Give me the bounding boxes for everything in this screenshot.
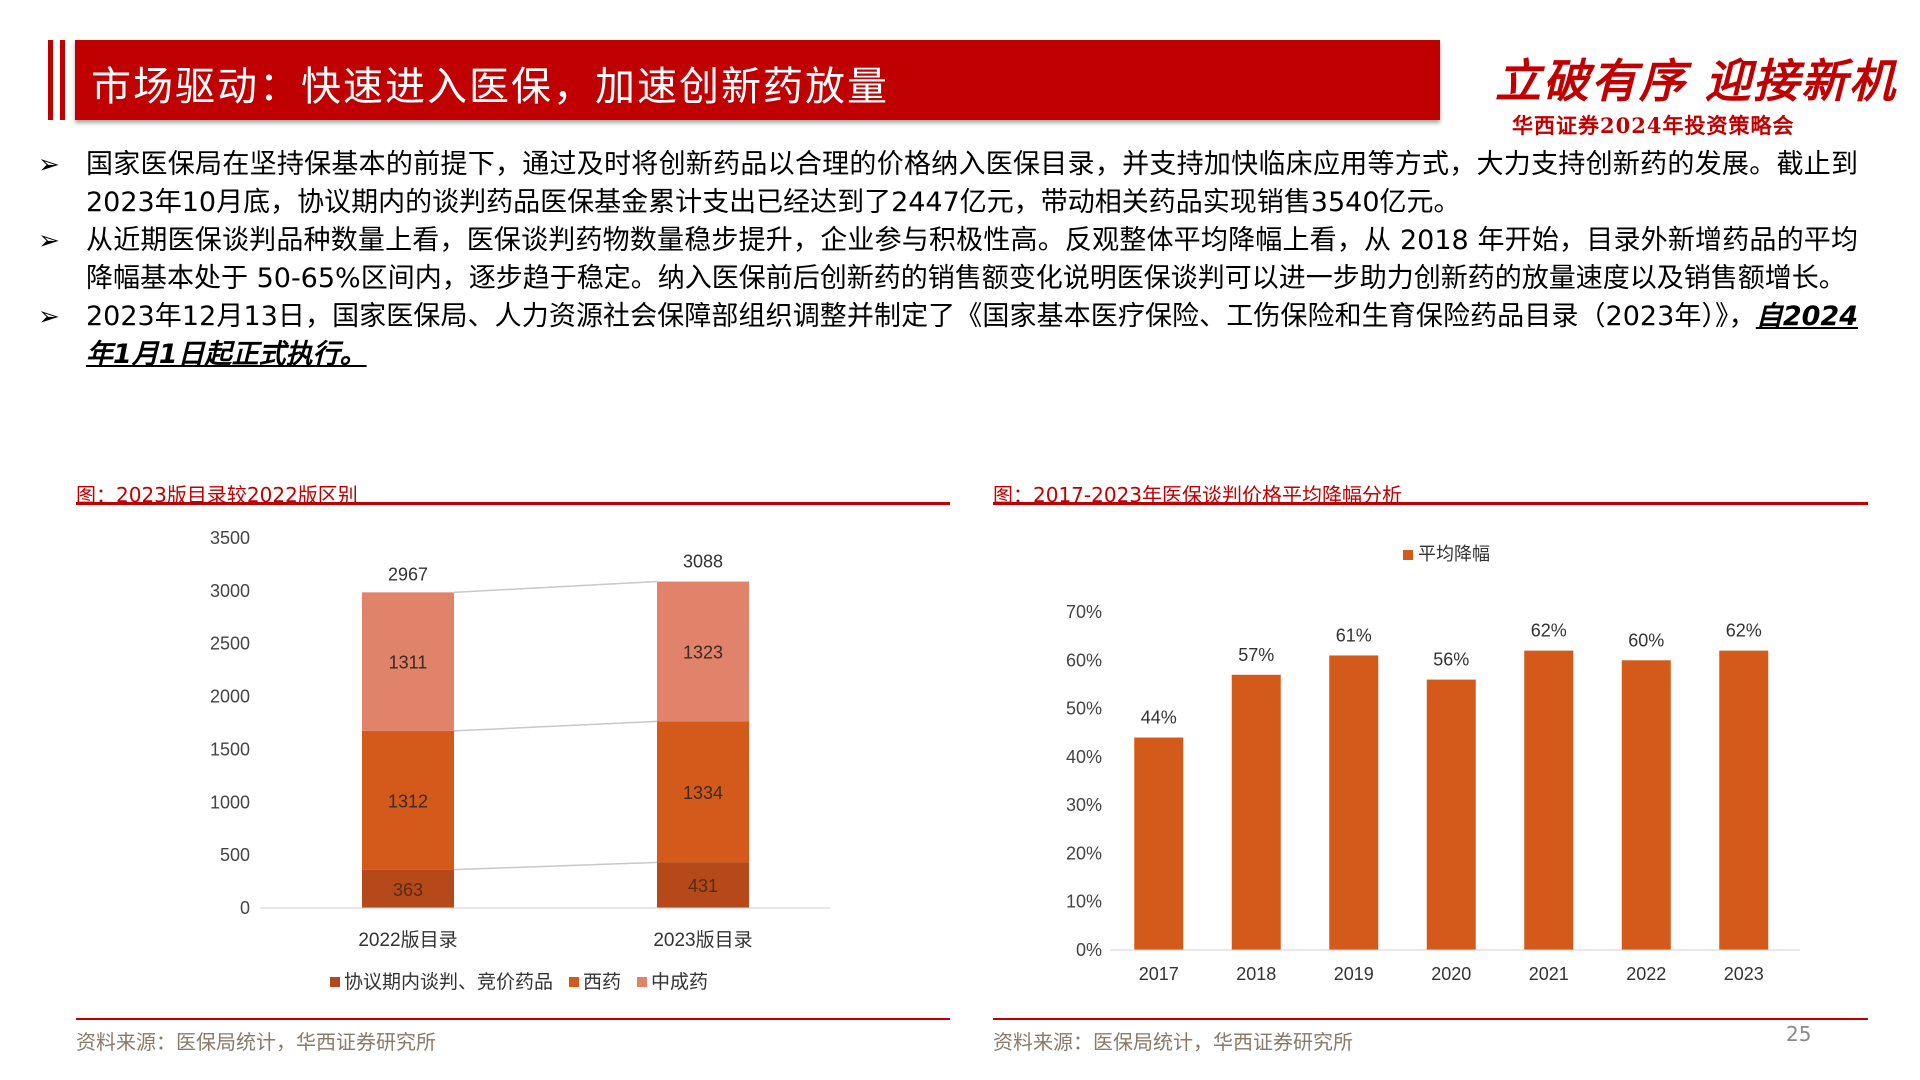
- y-tick-label: 1000: [210, 792, 250, 812]
- segment-data-label: 1334: [683, 783, 723, 803]
- y-tick-label: 0: [240, 898, 250, 918]
- x-tick-label: 2022版目录: [358, 929, 457, 951]
- bar-data-label: 62%: [1726, 621, 1762, 641]
- legend-entry: 协议期内谈判、竞价药品: [344, 971, 553, 993]
- arrow-bullet-icon: ➢: [38, 150, 60, 180]
- x-tick-label: 2022: [1626, 964, 1666, 984]
- event-logo-subtitle: 华西证券2024年投资策略会: [1512, 113, 1795, 138]
- legend-entry: 平均降幅: [1418, 544, 1490, 564]
- x-tick-label: 2023版目录: [653, 929, 752, 951]
- bar-data-label: 62%: [1531, 621, 1567, 641]
- stacked-bar-segment: [362, 730, 454, 870]
- stacked-bar-segment: [657, 862, 749, 908]
- bar-data-label: 44%: [1141, 708, 1177, 728]
- total-data-label: 2967: [388, 564, 428, 584]
- arrow-bullet-icon: ➢: [38, 302, 60, 332]
- y-tick-label: 70%: [1066, 602, 1102, 622]
- left-caption-rule: [76, 502, 950, 505]
- bullet-emphasis: 自2024年1月1日起正式执行。: [86, 301, 1858, 370]
- bar-data-label: 61%: [1336, 625, 1372, 645]
- bullet-text: 2023年12月13日，国家医保局、人力资源社会保障部组织调整并制定了《国家基本…: [86, 301, 1756, 332]
- bar: [1134, 737, 1184, 950]
- x-tick-label: 2020: [1431, 964, 1471, 984]
- y-tick-label: 30%: [1066, 795, 1102, 815]
- legend-swatch: [569, 977, 579, 987]
- y-tick-label: 3000: [210, 581, 250, 601]
- segment-data-label: 1311: [389, 653, 428, 673]
- page-title: 市场驱动：快速进入医保，加速创新药放量: [91, 64, 889, 110]
- page-number: 25: [1786, 1022, 1812, 1046]
- left-source-rule: [76, 1018, 950, 1020]
- bar: [1426, 679, 1476, 950]
- segment-data-label: 1323: [683, 642, 723, 662]
- stacked-bar-segment: [657, 581, 749, 722]
- legend-swatch: [637, 977, 647, 987]
- header-accent-stripe: [60, 40, 65, 120]
- header-accent-stripe: [48, 40, 53, 120]
- segment-data-label: 431: [688, 876, 718, 896]
- legend-entry: 中成药: [651, 971, 708, 993]
- event-logo-slogan: 立破有序 迎接新机: [1495, 54, 1898, 108]
- bar-chart: 0% 10% 20% 30% 40% 50% 60% 70% 44% 2017 57% 2018 61%…: [1066, 544, 1800, 984]
- bar: [1524, 650, 1574, 950]
- right-source-rule: [993, 1018, 1868, 1020]
- y-tick-label: 500: [220, 845, 250, 865]
- legend-entry: 西药: [583, 971, 621, 993]
- arrow-bullet-icon: ➢: [38, 226, 60, 256]
- bar: [1719, 650, 1769, 950]
- bullet-text: 从近期医保谈判品种数量上看，医保谈判药物数量稳步提升，企业参与积极性高。反观整体…: [86, 225, 1858, 294]
- legend-swatch: [1403, 550, 1413, 560]
- left-source-note: 资料来源：医保局统计，华西证券研究所: [76, 1030, 436, 1054]
- y-tick-label: 3500: [210, 528, 250, 548]
- x-tick-label: 2021: [1529, 964, 1569, 984]
- right-caption-rule: [993, 502, 1868, 505]
- y-tick-label: 40%: [1066, 747, 1102, 767]
- bar: [1621, 660, 1671, 950]
- x-tick-label: 2018: [1236, 964, 1276, 984]
- bar-data-label: 56%: [1433, 650, 1469, 670]
- legend-swatch: [330, 977, 340, 987]
- title-banner: 市场驱动：快速进入医保，加速创新药放量: [75, 40, 1440, 120]
- y-tick-label: 50%: [1066, 699, 1102, 719]
- x-tick-label: 2023: [1724, 964, 1764, 984]
- y-tick-label: 10%: [1066, 892, 1102, 912]
- stacked-bar-chart: 0 500 1000 1500 2000 2500 3000 3500 363 1312 1311 2…: [210, 528, 830, 993]
- y-tick-label: 60%: [1066, 650, 1102, 670]
- bullet-text: 国家医保局在坚持保基本的前提下，通过及时将创新药品以合理的价格纳入医保目录，并支…: [86, 149, 1858, 218]
- x-tick-label: 2019: [1334, 964, 1374, 984]
- y-tick-label: 20%: [1066, 843, 1102, 863]
- series-connector-line: [453, 720, 658, 732]
- bar-data-label: 60%: [1628, 630, 1664, 650]
- bullet-item: ➢ 2023年12月13日，国家医保局、人力资源社会保障部组织调整并制定了《国家…: [38, 298, 1858, 374]
- bullet-item: ➢ 从近期医保谈判品种数量上看，医保谈判药物数量稳步提升，企业参与积极性高。反观…: [38, 222, 1858, 298]
- stacked-bar-segment: [362, 592, 454, 731]
- segment-data-label: 363: [393, 880, 423, 900]
- y-tick-label: 1500: [210, 739, 250, 759]
- y-tick-label: 2500: [210, 634, 250, 654]
- segment-data-label: 1312: [388, 791, 428, 811]
- stacked-bar-segment: [362, 869, 454, 908]
- bullet-list: ➢ 国家医保局在坚持保基本的前提下，通过及时将创新药品以合理的价格纳入医保目录，…: [38, 146, 1858, 374]
- y-tick-label: 2000: [210, 687, 250, 707]
- total-data-label: 3088: [683, 552, 723, 572]
- bar: [1231, 674, 1281, 950]
- series-connector-line: [453, 861, 658, 871]
- bar: [1329, 655, 1379, 950]
- series-connector-line: [453, 580, 658, 594]
- right-source-note: 资料来源：医保局统计，华西证券研究所: [993, 1030, 1353, 1054]
- bar-data-label: 57%: [1238, 645, 1274, 665]
- stacked-bar-segment: [657, 721, 749, 863]
- bullet-item: ➢ 国家医保局在坚持保基本的前提下，通过及时将创新药品以合理的价格纳入医保目录，…: [38, 146, 1858, 222]
- y-tick-label: 0%: [1076, 940, 1102, 960]
- x-tick-label: 2017: [1139, 964, 1179, 984]
